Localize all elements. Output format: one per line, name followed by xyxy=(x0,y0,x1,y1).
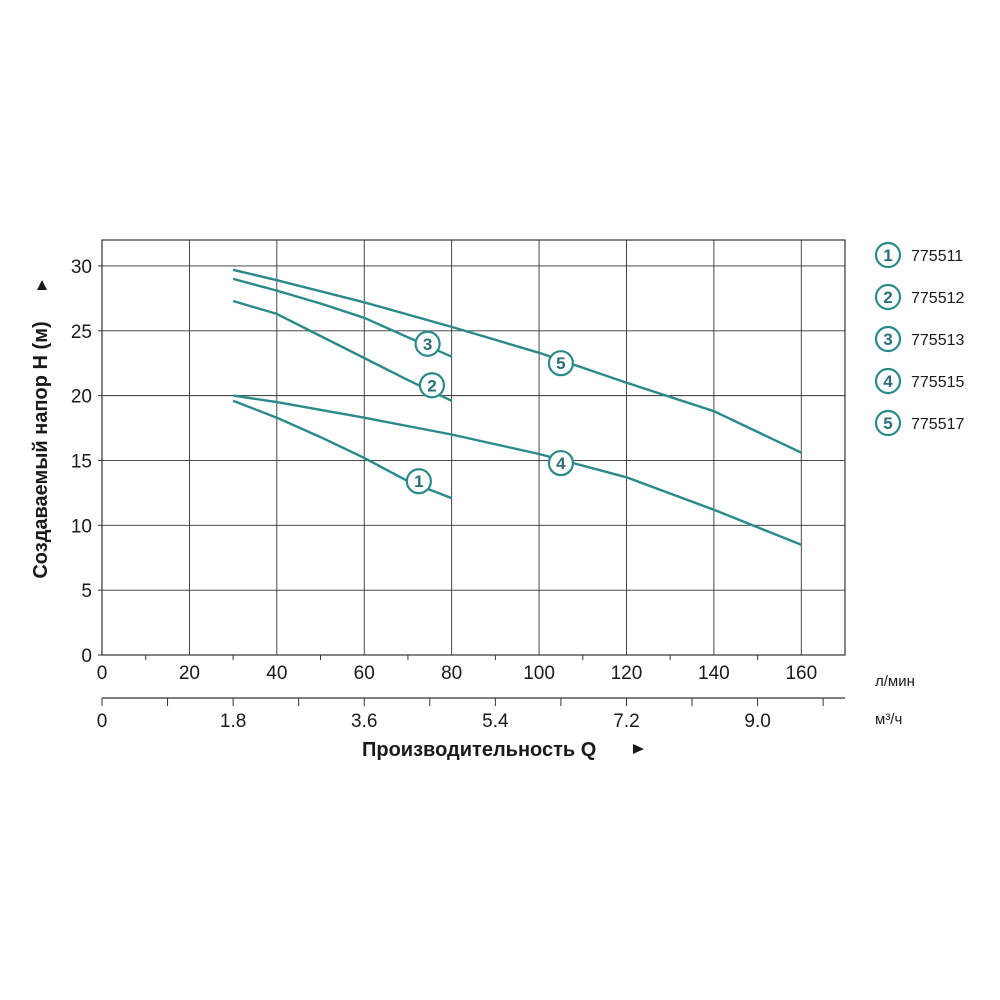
series-layer: 1 2 3 4 5 xyxy=(232,268,802,546)
series-badge-2 xyxy=(418,372,446,399)
series-badge-1 xyxy=(405,468,432,495)
legend-entry-label: 775511 xyxy=(911,248,963,265)
legend-badge-4 xyxy=(874,367,902,395)
legend-badge-5 xyxy=(874,409,902,437)
y-tick-label: 25 xyxy=(71,322,92,343)
legend-badge-number: 2 xyxy=(883,288,892,307)
series-badge-number: 4 xyxy=(556,454,566,473)
x-tick-label: 100 xyxy=(523,663,555,684)
y-axis-arrow-icon xyxy=(37,280,47,290)
x2-tick-label: 5.4 xyxy=(482,711,509,732)
series-line-775517 xyxy=(232,268,802,454)
y-tick-label: 30 xyxy=(71,257,92,278)
x-axis-title: Производительность Q xyxy=(362,739,596,761)
series-badge-number: 2 xyxy=(427,376,436,395)
legend-entry-label: 775512 xyxy=(911,290,964,307)
x-tick-label: 20 xyxy=(179,663,200,684)
legend-badge-number: 4 xyxy=(883,372,893,391)
legend-badge-3 xyxy=(874,325,902,353)
series-badge-5 xyxy=(547,350,575,377)
x-unit-secondary: м³/ч xyxy=(875,711,902,728)
x-tick-label: 40 xyxy=(266,663,287,684)
x2-tick-label: 3.6 xyxy=(351,711,377,732)
legend: 1 775511 2 775512 3 775513 4 775515 5 775517 xyxy=(874,241,964,437)
legend-entry-label: 775513 xyxy=(911,332,964,349)
x2-tick-label: 0 xyxy=(97,711,108,732)
legend-badge-number: 5 xyxy=(883,414,892,433)
legend-entry-label: 775517 xyxy=(911,416,964,433)
x-tick-label: 60 xyxy=(354,663,375,684)
series-line-775515 xyxy=(232,394,802,546)
x-tick-label: 120 xyxy=(611,663,643,684)
y-axis-title: Создаваемый напор H (м) xyxy=(30,321,52,578)
x-tick-label: 140 xyxy=(698,663,730,684)
y-tick-label: 15 xyxy=(71,451,92,472)
plot-frame xyxy=(101,239,846,656)
x-tick-label: 0 xyxy=(97,663,108,684)
legend-badge-2 xyxy=(874,283,902,311)
y-tick-label: 5 xyxy=(81,581,92,602)
series-badge-number: 5 xyxy=(556,354,565,373)
x2-tick-label: 7.2 xyxy=(613,711,639,732)
x-unit-primary: л/мин xyxy=(875,673,915,690)
x-tick-label: 80 xyxy=(441,663,462,684)
x-axis-arrow-icon xyxy=(633,744,644,754)
series-badge-number: 3 xyxy=(423,335,432,354)
x-tick-label: 160 xyxy=(785,663,817,684)
x2-tick-label: 9.0 xyxy=(744,711,770,732)
series-badge-3 xyxy=(414,330,441,357)
legend-badge-1 xyxy=(874,241,902,269)
y-tick-label: 10 xyxy=(71,516,92,537)
legend-badge-number: 3 xyxy=(883,330,892,349)
x2-tick-label: 1.8 xyxy=(220,711,246,732)
legend-badge-number: 1 xyxy=(883,246,892,265)
series-line-775512 xyxy=(232,299,453,402)
series-badge-4 xyxy=(547,449,575,477)
y-tick-label: 0 xyxy=(81,646,92,667)
y-tick-label: 20 xyxy=(71,387,92,408)
series-badge-number: 1 xyxy=(414,472,423,491)
legend-entry-label: 775515 xyxy=(911,374,964,391)
grid-layer xyxy=(102,240,845,655)
